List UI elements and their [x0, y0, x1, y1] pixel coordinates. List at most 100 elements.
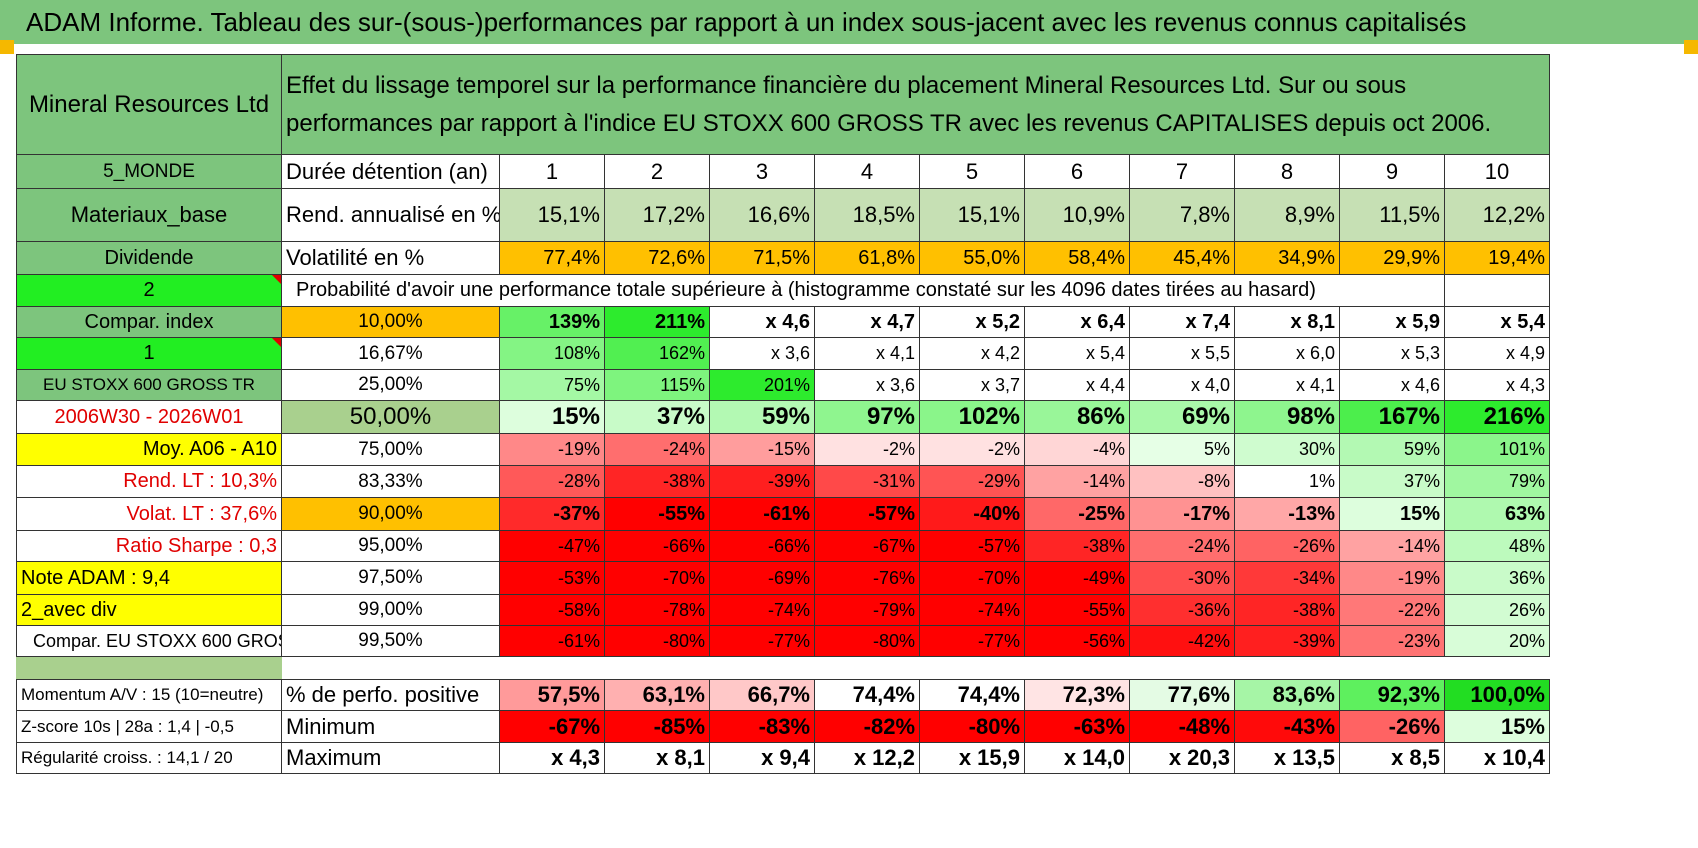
probability-value: 97%	[815, 401, 920, 434]
probability-value: -58%	[500, 595, 605, 626]
positive-perf-value: 74,4%	[815, 679, 920, 711]
probability-value: -31%	[815, 466, 920, 498]
probability-value: -70%	[920, 562, 1025, 595]
positive-perf-value: 74,4%	[920, 679, 1025, 711]
probability-level: 90,00%	[282, 498, 500, 531]
minimum-value: -43%	[1235, 711, 1340, 743]
volat-lt-label: Volat. LT : 37,6%	[16, 498, 282, 531]
probability-value: -39%	[710, 466, 815, 498]
probability-value: -56%	[1025, 626, 1130, 657]
probability-value: 30%	[1235, 434, 1340, 466]
probability-value: -66%	[710, 531, 815, 562]
probability-value: 20%	[1445, 626, 1550, 657]
positive-perf-value: 72,3%	[1025, 679, 1130, 711]
company-name: Mineral Resources Ltd	[16, 54, 282, 155]
probability-value: -26%	[1235, 531, 1340, 562]
duration-header: 4	[815, 155, 920, 189]
regularite-label: Régularité croiss. : 14,1 / 20	[16, 743, 282, 774]
compar-full-label: Compar. EU STOXX 600 GROSS TR	[16, 626, 282, 657]
index-name-label: EU STOXX 600 GROSS TR	[16, 370, 282, 401]
probability-value: -66%	[605, 531, 710, 562]
vol-value: 34,9%	[1235, 242, 1340, 275]
vol-value: 72,6%	[605, 242, 710, 275]
probability-value: 37%	[605, 401, 710, 434]
probability-value: x 5,4	[1025, 338, 1130, 370]
zscore-label: Z-score 10s | 28a : 1,4 | -0,5	[16, 711, 282, 743]
maximum-value: x 15,9	[920, 743, 1025, 774]
probability-value: 201%	[710, 370, 815, 401]
maximum-value: x 14,0	[1025, 743, 1130, 774]
probability-value: x 4,7	[815, 307, 920, 338]
comment-marker	[272, 338, 281, 347]
probability-value: -19%	[500, 434, 605, 466]
probability-value: 211%	[605, 307, 710, 338]
positive-perf-value: 83,6%	[1235, 679, 1340, 711]
probability-value: x 4,4	[1025, 370, 1130, 401]
probability-level: 95,00%	[282, 531, 500, 562]
probability-value: x 4,6	[1340, 370, 1445, 401]
probability-value: 115%	[605, 370, 710, 401]
probability-value: 59%	[1340, 434, 1445, 466]
positive-perf-value: 66,7%	[710, 679, 815, 711]
rend-value: 15,1%	[920, 189, 1025, 242]
positive-perf-label: % de perfo. positive	[282, 679, 500, 711]
probability-value: -61%	[710, 498, 815, 531]
rend-value: 18,5%	[815, 189, 920, 242]
probability-level: 25,00%	[282, 370, 500, 401]
probability-value: 98%	[1235, 401, 1340, 434]
banner-title: ADAM Informe. Tableau des sur-(sous-)per…	[26, 7, 1467, 37]
probability-value: 216%	[1445, 401, 1550, 434]
probability-level: 99,00%	[282, 595, 500, 626]
probability-value: x 4,9	[1445, 338, 1550, 370]
probability-value: x 4,6	[710, 307, 815, 338]
minimum-label: Minimum	[282, 711, 500, 743]
maximum-value: x 13,5	[1235, 743, 1340, 774]
spacer-green	[16, 657, 282, 679]
probability-value: -14%	[1340, 531, 1445, 562]
probability-value: -42%	[1130, 626, 1235, 657]
probability-value: -4%	[1025, 434, 1130, 466]
probability-value: -40%	[920, 498, 1025, 531]
duration-header: 6	[1025, 155, 1130, 189]
duration-header: 10	[1445, 155, 1550, 189]
compar-index-label: Compar. index	[16, 307, 282, 338]
maximum-value: x 12,2	[815, 743, 920, 774]
positive-perf-value: 63,1%	[605, 679, 710, 711]
ratio-sharpe-label: Ratio Sharpe : 0,3	[16, 531, 282, 562]
probability-level: 75,00%	[282, 434, 500, 466]
note-adam-label: Note ADAM : 9,4	[16, 562, 282, 595]
probability-value: x 4,3	[1445, 370, 1550, 401]
probability-level: 97,50%	[282, 562, 500, 595]
minimum-value: -85%	[605, 711, 710, 743]
period-label: 2006W30 - 2026W01	[16, 401, 282, 434]
selector-value-2: 2	[16, 275, 282, 307]
probability-value: -24%	[1130, 531, 1235, 562]
probability-value: -36%	[1130, 595, 1235, 626]
probability-value: -38%	[1235, 595, 1340, 626]
probability-value: 63%	[1445, 498, 1550, 531]
probability-value: -2%	[920, 434, 1025, 466]
corner-marker-right	[1684, 40, 1698, 54]
probability-value: -80%	[815, 626, 920, 657]
rend-value: 7,8%	[1130, 189, 1235, 242]
probability-value: -77%	[710, 626, 815, 657]
vol-value: 61,8%	[815, 242, 920, 275]
probability-value: -70%	[605, 562, 710, 595]
maximum-value: x 8,1	[605, 743, 710, 774]
probability-value: -2%	[815, 434, 920, 466]
probability-value: 5%	[1130, 434, 1235, 466]
probability-value: 167%	[1340, 401, 1445, 434]
moy-label: Moy. A06 - A10	[16, 434, 282, 466]
probability-value: 162%	[605, 338, 710, 370]
probability-value: x 7,4	[1130, 307, 1235, 338]
probability-value: -34%	[1235, 562, 1340, 595]
probability-value: -55%	[605, 498, 710, 531]
corner-marker-left	[0, 40, 14, 54]
minimum-value: 15%	[1445, 711, 1550, 743]
minimum-value: -48%	[1130, 711, 1235, 743]
rend-value: 16,6%	[710, 189, 815, 242]
vol-value: 19,4%	[1445, 242, 1550, 275]
probability-value: 1%	[1235, 466, 1340, 498]
probability-value: x 8,1	[1235, 307, 1340, 338]
probability-value: -69%	[710, 562, 815, 595]
